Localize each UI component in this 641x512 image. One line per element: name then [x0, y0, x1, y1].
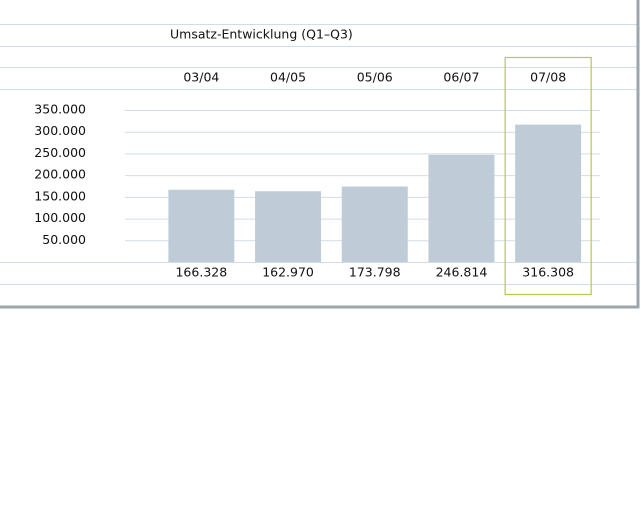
y-tick-label: 200.000	[34, 167, 86, 182]
bar	[515, 124, 582, 262]
y-tick-label: 250.000	[34, 145, 86, 160]
bar	[255, 191, 322, 262]
highlight-frame	[504, 56, 592, 296]
y-tick-label: 350.000	[34, 102, 86, 117]
value-label: 162.970	[262, 265, 314, 280]
chart-title: Umsatz-Entwicklung (Q1–Q3)	[170, 27, 353, 42]
x-tick-label: 05/06	[357, 70, 393, 85]
y-tick-label: 50.000	[42, 232, 86, 247]
value-label: 316.308	[522, 265, 574, 280]
y-tick-label: 100.000	[34, 210, 86, 225]
value-label: 173.798	[349, 265, 401, 280]
x-tick-label: 03/04	[183, 70, 219, 85]
value-label: 246.814	[436, 265, 488, 280]
y-tick-label: 150.000	[34, 188, 86, 203]
value-label: 166.328	[175, 265, 227, 280]
bar	[341, 186, 408, 262]
y-tick-label: 300.000	[34, 123, 86, 138]
x-tick-label: 06/07	[443, 70, 479, 85]
bar	[428, 154, 495, 262]
x-tick-label: 04/05	[270, 70, 306, 85]
x-tick-label: 07/08	[530, 70, 566, 85]
bar	[168, 189, 235, 262]
